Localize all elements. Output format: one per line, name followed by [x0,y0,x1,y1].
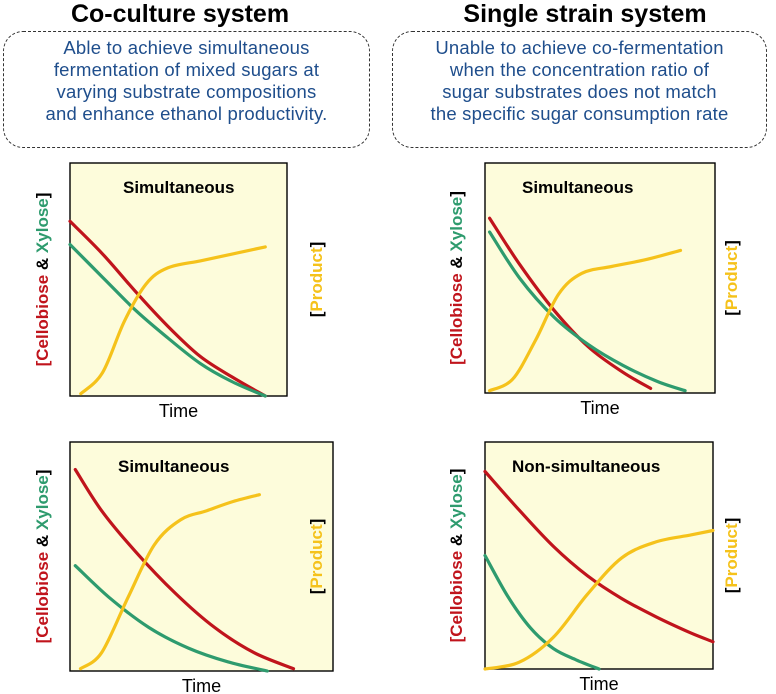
y2-axis-label: [Product] [722,518,741,594]
cellobiose-label: Cellobiose [33,552,52,638]
panel-label: Non-simultaneous [512,457,660,476]
single-strain-title: Single strain system [463,0,707,28]
bracket-open: [ [722,310,741,316]
bracket-close: ] [722,518,741,524]
amp-label: & [447,529,466,551]
product-label: Product [307,524,326,589]
bracket-open: [ [307,311,326,317]
note-line: sugar substrates does not match [442,81,717,102]
series-line-product [483,528,715,671]
panel-label: Simultaneous [123,178,234,197]
bracket-open: [ [307,588,326,594]
bracket-open: [ [33,637,52,643]
bracket-open: [ [722,587,741,593]
amp-label: & [33,253,52,275]
bracket-close: ] [307,242,326,248]
bracket-close: ] [722,240,741,246]
note-line: when the concentration ratio of [449,59,710,80]
y-axis-label: [Cellobiose & Xylose] [33,193,52,367]
x-axis-label: Time [580,398,619,418]
note-line: Able to achieve simultaneous [63,37,310,58]
series-line-cellobiose [68,219,267,398]
x-axis-label: Time [159,401,198,421]
bracket-close: ] [33,470,52,476]
series-line-product [79,245,267,396]
series-line-product [78,493,261,671]
xylose-label: Xylose [33,475,52,530]
note-line: and enhance ethanol productivity. [45,103,328,124]
amp-label: & [33,530,52,552]
note-line: the specific sugar consumption rate [430,103,729,124]
xylose-label: Xylose [447,197,466,252]
series-line-xylose [483,553,601,671]
y2-axis-label: [Product] [307,519,326,595]
plot-frame [484,441,714,670]
panel-label: Simultaneous [118,457,229,476]
note-line: Unable to achieve co-fermentation [435,37,724,58]
single-strain-note: Unable to achieve co-fermentation when t… [392,31,767,148]
bracket-close: ] [33,193,52,199]
bracket-close: ] [447,191,466,197]
xylose-label: Xylose [33,198,52,253]
y-axis-label: [Cellobiose & Xylose] [33,470,52,644]
series-line-xylose [68,242,267,398]
series-line-xylose [73,564,269,673]
bracket-open: [ [447,636,466,642]
note-line: varying substrate compositions [56,81,317,102]
bracket-open: [ [33,360,52,366]
co-culture-title: Co-culture system [70,0,290,28]
product-label: Product [722,523,741,588]
series-line-cellobiose [488,216,653,390]
x-axis-label: Time [579,674,618,694]
xylose-label: Xylose [447,474,466,529]
cellobiose-label: Cellobiose [447,273,466,359]
y2-axis-label: [Product] [722,240,741,316]
y2-axis-label: [Product] [307,242,326,318]
panel-label: Simultaneous [522,178,633,197]
plot-frame [69,441,334,672]
note-line: fermentation of mixed sugars at [53,59,320,80]
bracket-open: [ [447,359,466,365]
bracket-close: ] [447,469,466,475]
y-axis-label: [Cellobiose & Xylose] [447,191,466,365]
x-axis-label: Time [182,676,221,694]
amp-label: & [447,252,466,274]
co-culture-note: Able to achieve simultaneous fermentatio… [3,31,370,148]
cellobiose-label: Cellobiose [447,551,466,637]
y-axis-label: [Cellobiose & Xylose] [447,469,466,643]
series-line-cellobiose [483,469,715,644]
series-line-xylose [488,230,687,393]
series-line-cellobiose [73,467,296,671]
product-label: Product [722,246,741,311]
series-line-product [488,248,683,393]
bracket-close: ] [307,519,326,525]
product-label: Product [307,247,326,312]
cellobiose-label: Cellobiose [33,275,52,361]
